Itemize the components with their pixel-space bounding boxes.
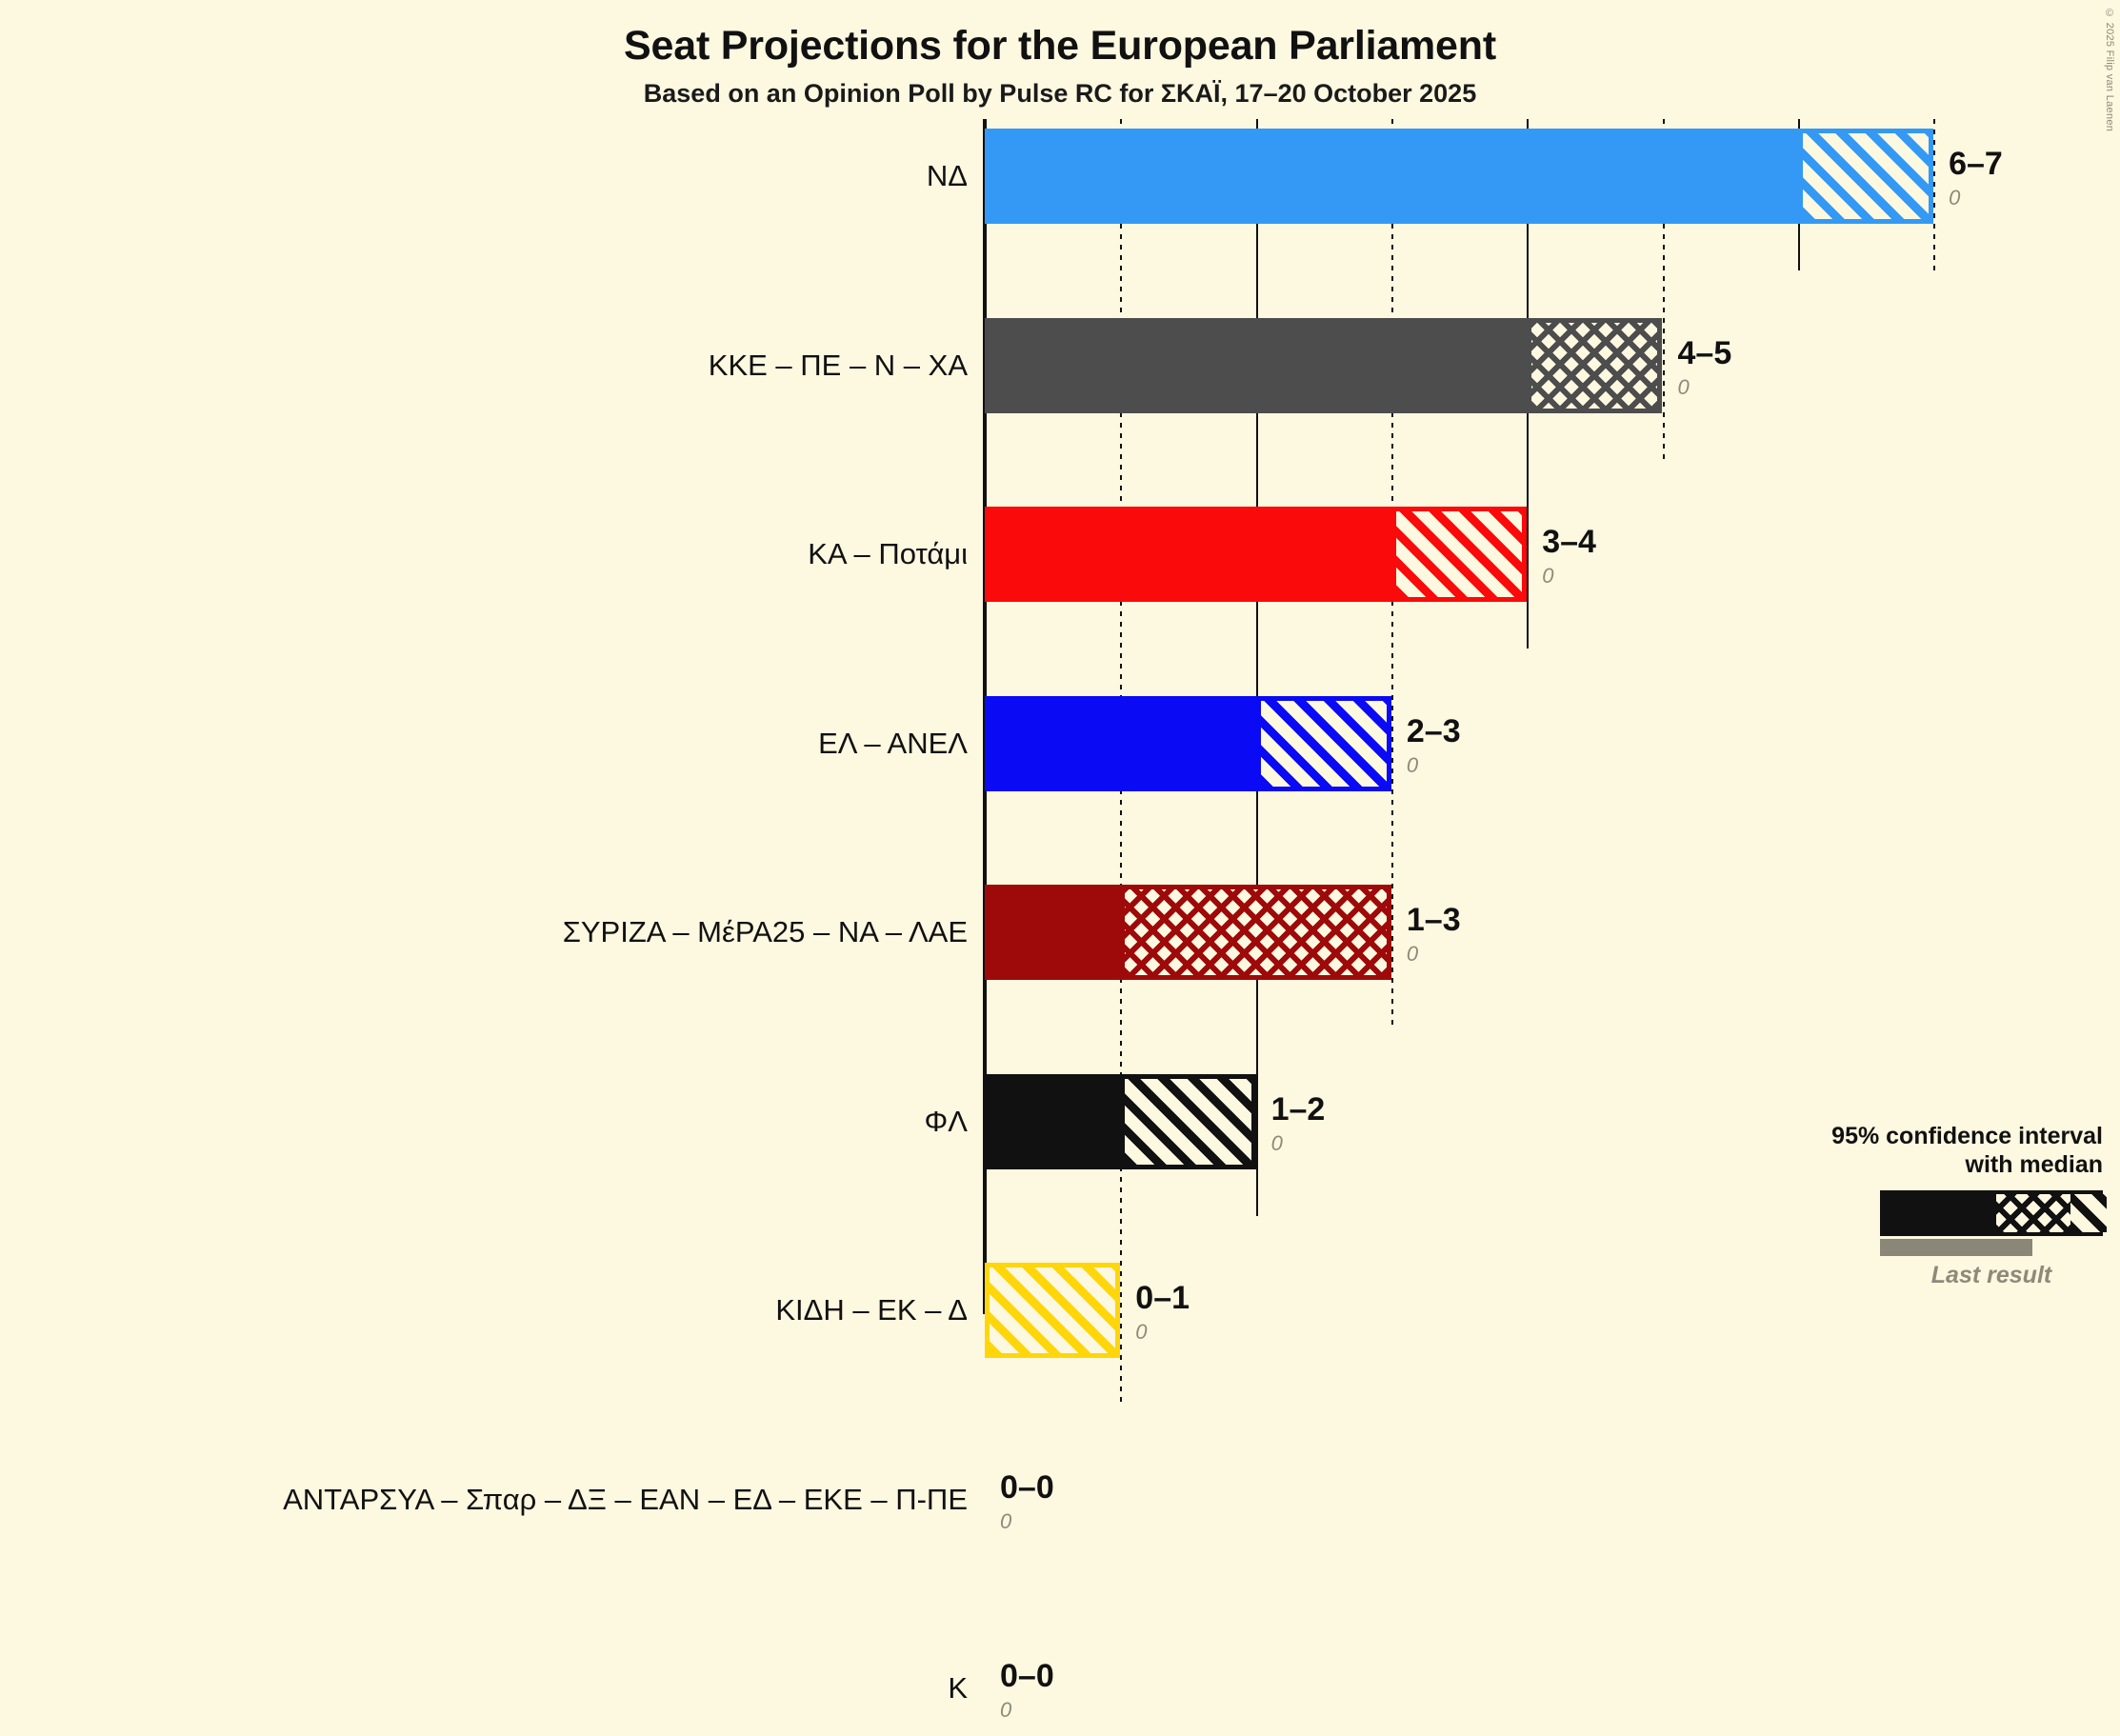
last-result-label: 0: [1000, 1508, 1012, 1533]
value-block: 1–2 0: [1271, 1093, 1326, 1154]
last-result-label: 0: [1135, 1320, 1148, 1344]
bar-confidence-segment: [1797, 129, 1934, 224]
bar-group: [985, 1452, 986, 1547]
bar-median-segment: [985, 129, 1798, 224]
seat-range-label: 1–3: [1406, 902, 1461, 938]
bar-confidence-segment: [985, 1263, 1121, 1358]
bar-median-segment: [985, 885, 1121, 980]
legend-diagonal-segment: [2070, 1194, 2107, 1232]
bar-median-segment: [985, 317, 1528, 413]
party-label: ΣΥΡΙΖΑ – ΜέΡΑ25 – ΝΑ – ΛΑΕ: [562, 915, 968, 948]
gridline-5: [1662, 119, 1665, 460]
value-block: 1–3 0: [1407, 904, 1461, 965]
legend-title-line1: 95% confidence interval: [1831, 1123, 2103, 1149]
value-block: 3–4 0: [1542, 526, 1596, 587]
chart-row: ΣΥΡΙΖΑ – ΜέΡΑ25 – ΝΑ – ΛΑΕ 1–3 0: [0, 885, 2120, 980]
last-result-label: 0: [1000, 1698, 1012, 1722]
bar-confidence-segment: [1120, 1073, 1256, 1169]
bar-confidence-segment: [1255, 695, 1391, 791]
chart-row: ΚΑ – Ποτάμι 3–4 0: [0, 507, 2120, 602]
bar-median-segment: [985, 507, 1391, 602]
value-block: 0–0 0: [1000, 1660, 1054, 1721]
chart-row: ΕΛ – ΑΝΕΛ 2–3 0: [0, 695, 2120, 791]
value-block: 2–3 0: [1407, 715, 1461, 776]
party-label: ΑΝΤΑΡΣΥΑ – Σπαρ – ΔΞ – ΕΑΝ – ΕΔ – ΕΚΕ – …: [283, 1482, 968, 1516]
seat-range-label: 4–5: [1677, 334, 1732, 371]
bar-confidence-segment: [1120, 885, 1391, 980]
last-result-label: 0: [1949, 186, 1961, 210]
party-label: Κ: [948, 1671, 968, 1705]
party-label: ΚΙΔΗ – ΕΚ – Δ: [775, 1293, 968, 1327]
last-result-label: 0: [1406, 942, 1419, 966]
party-label: ΚΚΕ – ΠΕ – Ν – ΧΑ: [708, 348, 968, 382]
value-block: 0–0 0: [1000, 1471, 1054, 1532]
value-block: 4–5 0: [1678, 337, 1732, 398]
chart-row: ΑΝΤΑΡΣΥΑ – Σπαρ – ΔΞ – ΕΑΝ – ΕΔ – ΕΚΕ – …: [0, 1452, 2120, 1547]
copyright-notice: © 2025 Filip van Laenen: [2104, 8, 2115, 132]
bar-group: [985, 1263, 1121, 1358]
chart-subtitle: Based on an Opinion Poll by Pulse RC for…: [643, 79, 1477, 108]
legend-sample-bar: [1880, 1190, 2107, 1236]
value-block: 6–7 0: [1949, 148, 2003, 209]
seat-range-label: 0–0: [1000, 1658, 1054, 1694]
seat-range-label: 0–0: [1000, 1468, 1054, 1506]
chart-row: ΦΛ 1–2 0: [0, 1073, 2120, 1169]
bar-median-segment: [985, 695, 1256, 791]
chart-row: ΝΔ 6–7 0: [0, 129, 2120, 224]
party-label: ΕΛ – ΑΝΕΛ: [818, 726, 968, 760]
bar-confidence-segment: [1390, 507, 1528, 602]
bar-group: [985, 695, 1391, 791]
legend-title-line2: with median: [1965, 1150, 2103, 1178]
bar-group: [985, 885, 1391, 980]
bar-group: [985, 129, 1934, 224]
chart-title: Seat Projections for the European Parlia…: [624, 23, 1496, 69]
legend-title: 95% confidence interval with median: [1760, 1123, 2103, 1179]
legend-last-result-bar: [1880, 1239, 2032, 1256]
seat-range-label: 0–1: [1135, 1280, 1190, 1316]
legend: 95% confidence interval with median Last…: [1760, 1123, 2107, 1289]
legend-crosshatch-segment: [1996, 1194, 2070, 1232]
last-result-label: 0: [1270, 1130, 1283, 1155]
bar-group: [985, 1073, 1256, 1169]
bar-median-segment: [985, 1073, 1121, 1169]
seat-range-label: 6–7: [1949, 146, 2003, 182]
party-label: ΦΛ: [924, 1104, 968, 1138]
party-label: ΝΔ: [926, 159, 968, 192]
bar-group: [985, 507, 1528, 602]
gridline-7: [1933, 119, 1936, 270]
seat-range-label: 1–2: [1270, 1090, 1326, 1127]
chart-row: Κ 0–0 0: [0, 1641, 2120, 1736]
gridline-2: [1255, 119, 1258, 1216]
seat-range-label: 3–4: [1542, 524, 1596, 560]
last-result-label: 0: [1406, 752, 1419, 777]
value-block: 0–1 0: [1135, 1282, 1190, 1343]
bar-confidence-segment: [1527, 317, 1663, 413]
legend-last-result-label: Last result: [1930, 1262, 2052, 1288]
last-result-label: 0: [1677, 374, 1690, 399]
party-label: ΚΑ – Ποτάμι: [808, 537, 968, 570]
seat-range-label: 2–3: [1406, 712, 1461, 749]
bar-group: [985, 317, 1663, 413]
chart-row: ΚΚΕ – ΠΕ – Ν – ΧΑ 4–5 0: [0, 317, 2120, 413]
bar-group: [985, 1641, 986, 1736]
last-result-label: 0: [1542, 564, 1554, 588]
